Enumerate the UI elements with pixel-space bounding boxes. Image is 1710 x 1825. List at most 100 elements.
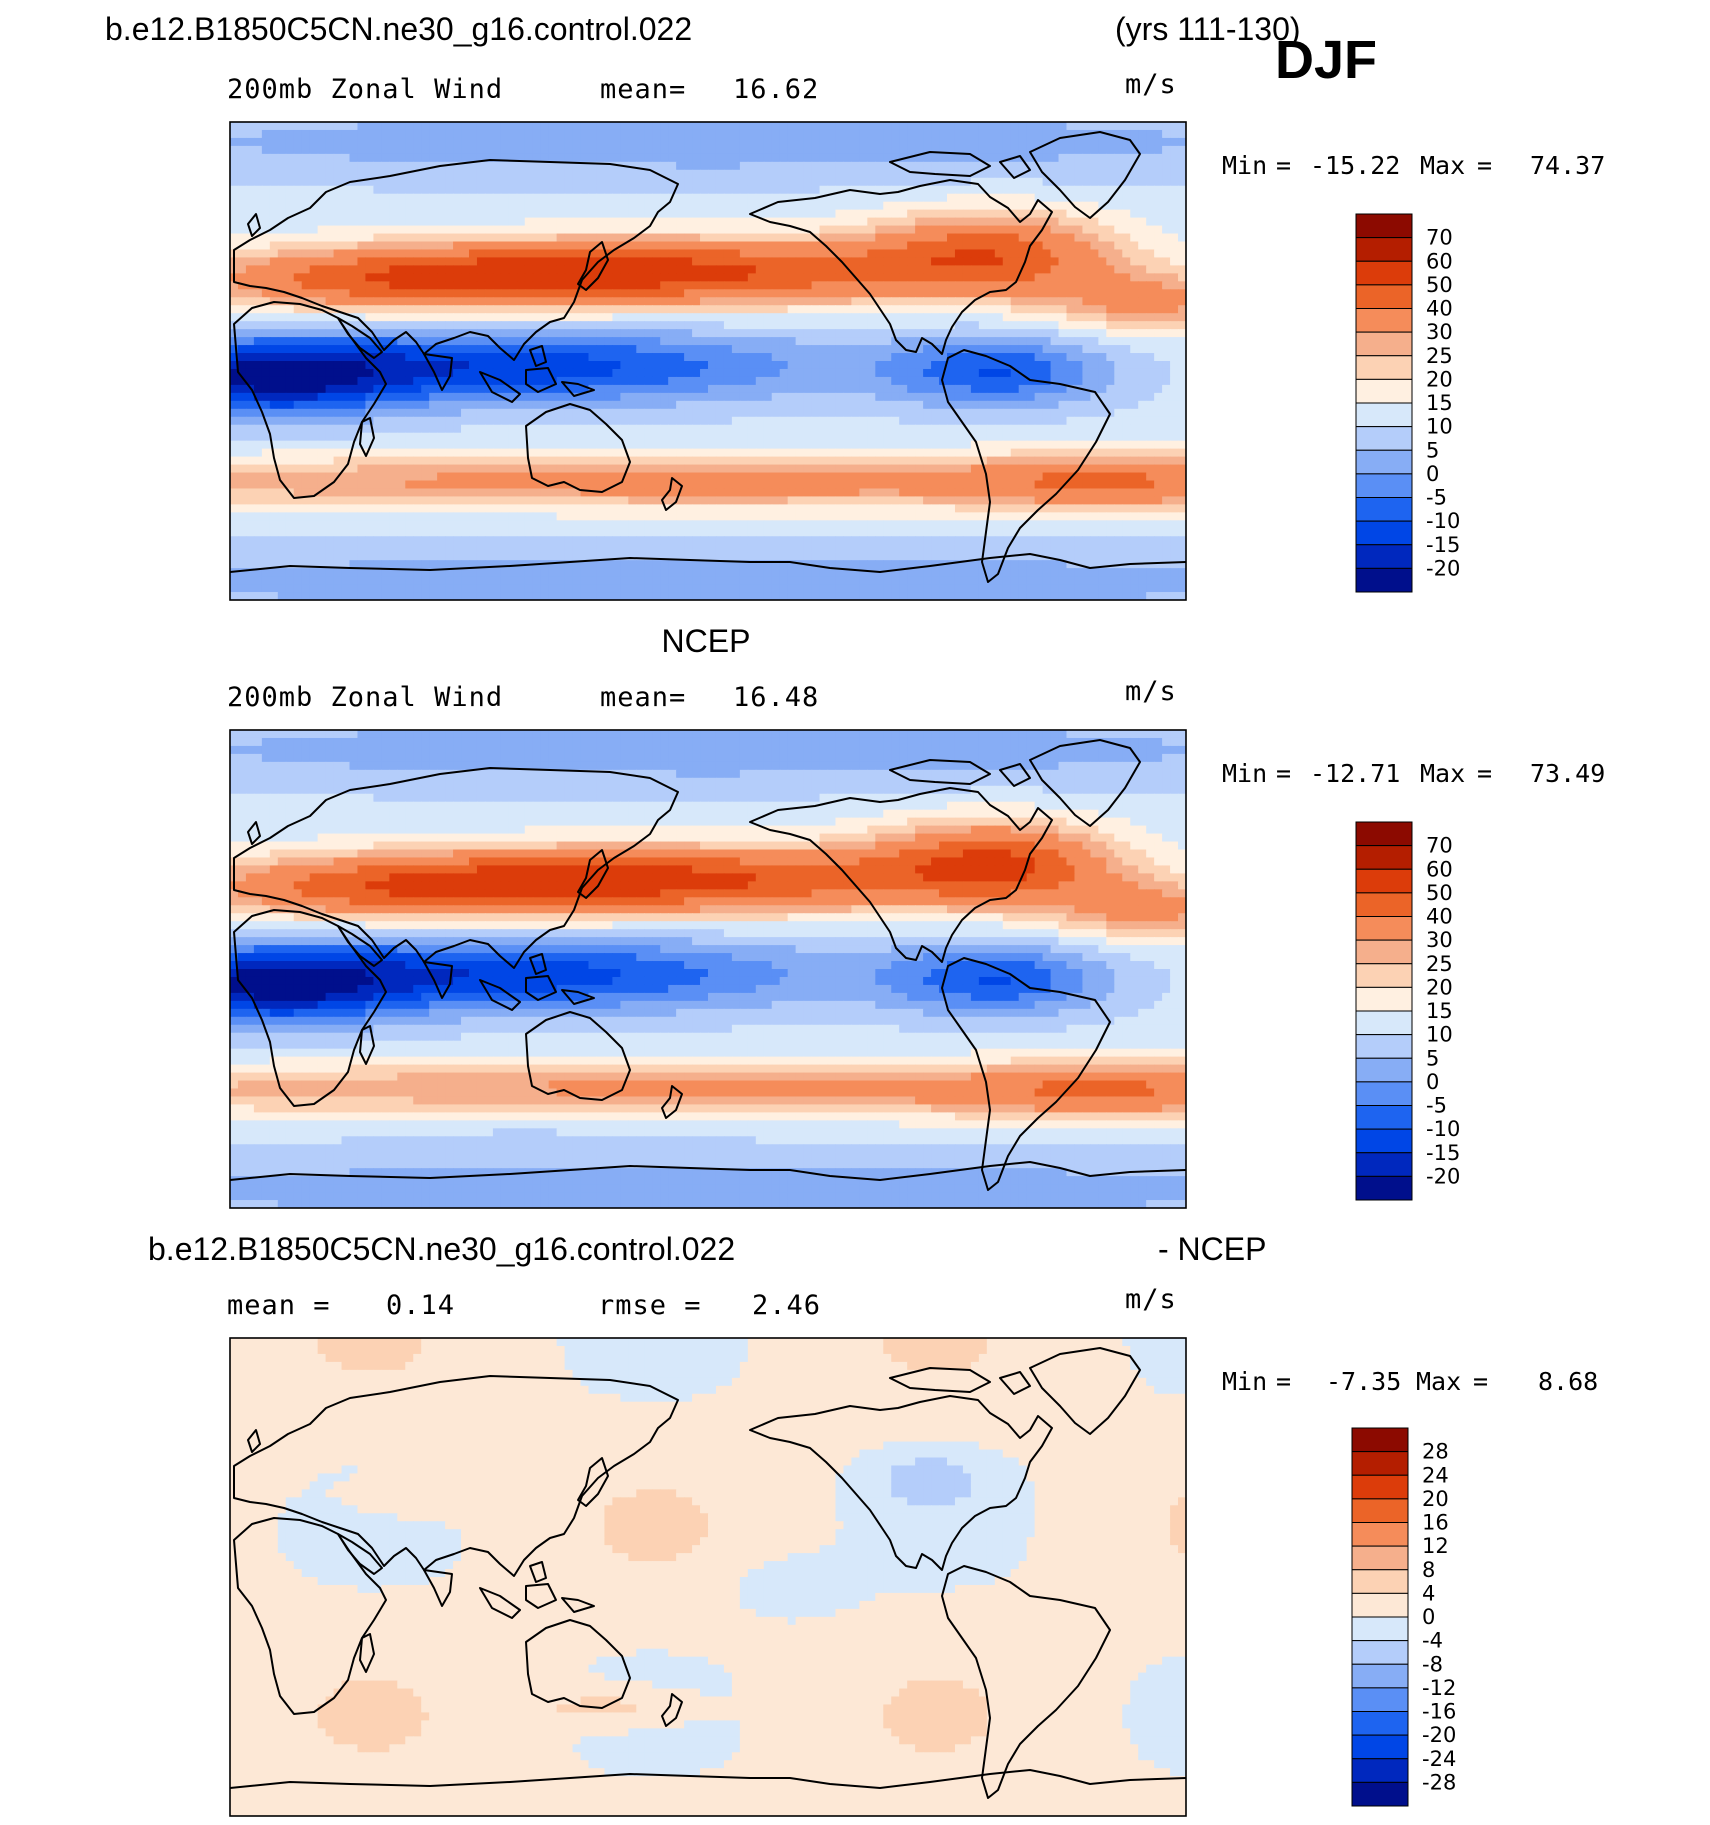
colorbar-tick-label: 16 [1422,1511,1449,1535]
colorbar-tick-label: 40 [1426,905,1453,929]
panel-obs-max-value: 73.49 [1530,759,1605,788]
colorbar-swatch [1351,1498,1409,1523]
colorbar-swatch [1355,308,1413,333]
panel-diff: b.e12.B1850C5CN.ne30_g16.control.022 - N… [148,1231,1598,1817]
colorbar-tick-label: -5 [1426,486,1447,510]
years-header: (yrs 111-130) [1115,11,1301,47]
colorbar-swatch [1355,916,1413,941]
panel-obs-variable-label: 200mb Zonal Wind [227,682,503,713]
panel-model-variable-label: 200mb Zonal Wind [227,74,503,105]
colorbar-swatch [1355,284,1413,309]
panel-model-minmax: Min = -15.22 Max = 74.37 [1222,151,1605,180]
colorbar-swatch [1355,1128,1413,1154]
colorbar-tick-label: 15 [1426,999,1453,1023]
panel-obs-min-eq: = [1276,759,1291,788]
colorbar-tick-label: -20 [1422,1723,1456,1747]
panel-diff-max-eq: = [1473,1367,1488,1396]
colorbar-tick-label: 15 [1426,391,1453,415]
colorbar-swatch [1355,892,1413,917]
colorbar-swatch [1355,1175,1413,1201]
colorbar-tick-label: 50 [1426,273,1453,297]
colorbar-tick-label: 60 [1426,249,1453,273]
colorbar-tick-label: -10 [1426,509,1460,533]
panel-obs-min-value: -12.71 [1310,759,1400,788]
colorbar-swatch [1355,845,1413,870]
colorbar-swatch [1351,1592,1409,1618]
panel-diff-map [229,1337,1187,1817]
colorbar-tick-label: -28 [1422,1770,1456,1794]
colorbar-tick-label: -10 [1426,1117,1460,1141]
colorbar-tick-label: -8 [1422,1652,1443,1676]
panel-obs-min-label: Min [1222,759,1267,788]
colorbar-swatch [1355,1034,1413,1059]
colorbar-tick-label: 70 [1426,834,1453,858]
panel-diff-min-label: Min [1222,1367,1267,1396]
colorbar-swatch [1351,1545,1409,1571]
panel-obs-minmax: Min = -12.71 Max = 73.49 [1222,759,1605,788]
colorbar-tick-label: -5 [1426,1094,1447,1118]
panel-obs-mean-value: 16.48 [733,682,819,713]
colorbar-tick-label: 28 [1422,1440,1449,1464]
colorbar-tick-label: 60 [1426,857,1453,881]
panel-model: 200mb Zonal Wind mean= 16.62 m/s Min = -… [227,69,1605,601]
colorbar-tick-label: 20 [1426,975,1453,999]
colorbar-swatch [1355,868,1413,894]
colorbar-swatch [1355,567,1413,593]
colorbar-swatch [1355,520,1413,546]
panel-diff-title: b.e12.B1850C5CN.ne30_g16.control.022 [148,1231,735,1267]
colorbar-tick-label: 30 [1426,320,1453,344]
panel-model-mean-value: 16.62 [733,74,819,105]
colorbar-swatch [1351,1711,1409,1736]
panel-obs-max-eq: = [1477,759,1492,788]
colorbar-tick-label: 10 [1426,415,1453,439]
panel-model-min-label: Min [1222,151,1267,180]
colorbar-swatch [1351,1451,1409,1476]
colorbar-swatch [1351,1427,1409,1453]
colorbar-swatch [1355,331,1413,357]
panel-diff-min-value: -7.35 [1326,1367,1401,1396]
colorbar-tick-label: -20 [1426,556,1460,580]
colorbar-tick-label: 5 [1426,438,1439,462]
panel-diff-max-label: Max [1416,1367,1461,1396]
colorbar-tick-label: 20 [1422,1487,1449,1511]
panel-obs-units: m/s [1125,676,1177,707]
colorbar-tick-label: 30 [1426,928,1453,952]
colorbar-tick-label: 40 [1426,297,1453,321]
colorbar-swatch [1351,1640,1409,1665]
colorbar-swatch [1351,1569,1409,1594]
colorbar-tick-label: 0 [1426,462,1439,486]
colorbar-swatch [1355,260,1413,286]
colorbar-swatch [1351,1663,1409,1689]
colorbar-swatch [1355,237,1413,262]
colorbar-tick-label: 50 [1426,881,1453,905]
panel-diff-mean-label: mean = [227,1290,331,1321]
colorbar-swatch [1355,426,1413,451]
panel-diff-minmax: Min = -7.35 Max = 8.68 [1222,1367,1598,1396]
colorbar-swatch [1355,1105,1413,1130]
colorbar-tick-label: 12 [1422,1534,1449,1558]
colorbar-swatch [1355,473,1413,498]
colorbar-tick-label: 25 [1426,344,1453,368]
colorbar-tick-label: -16 [1422,1700,1456,1724]
colorbar-tick-label: -12 [1422,1676,1456,1700]
colorbar-swatch [1355,986,1413,1012]
panel-diff-min-eq: = [1276,1367,1291,1396]
colorbar-swatch [1351,1758,1409,1783]
panel-model-map [229,121,1187,601]
colorbar-tick-label: -4 [1422,1629,1443,1653]
colorbar-tick-label: 4 [1422,1581,1435,1605]
colorbar-tick-label: 24 [1422,1463,1449,1487]
colorbar-swatch [1355,497,1413,522]
colorbar-tick-label: 25 [1426,952,1453,976]
colorbar-swatch [1351,1781,1409,1807]
colorbar-swatch [1355,1081,1413,1106]
panel-model-min-eq: = [1276,151,1291,180]
panel-model-min-value: -15.22 [1310,151,1400,180]
panel-obs: NCEP 200mb Zonal Wind mean= 16.48 m/s Mi… [227,623,1605,1209]
colorbar-swatch [1351,1687,1409,1712]
colorbar-tick-label: -20 [1426,1164,1460,1188]
colorbar-swatch [1351,1522,1409,1547]
